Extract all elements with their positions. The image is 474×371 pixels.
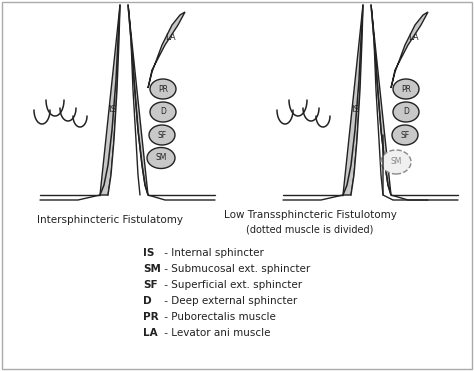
Polygon shape	[100, 5, 120, 195]
Text: PR: PR	[143, 312, 159, 322]
Text: LA: LA	[164, 33, 175, 43]
Polygon shape	[108, 5, 140, 195]
Text: Low Transsphincteric Fistulotomy: Low Transsphincteric Fistulotomy	[224, 210, 396, 220]
Text: - Deep external sphincter: - Deep external sphincter	[161, 296, 297, 306]
Text: LA: LA	[143, 328, 158, 338]
Ellipse shape	[392, 125, 418, 145]
Text: LA: LA	[408, 33, 419, 43]
Polygon shape	[128, 5, 148, 195]
Ellipse shape	[393, 102, 419, 122]
Ellipse shape	[150, 102, 176, 122]
Text: - Puborectalis muscle: - Puborectalis muscle	[161, 312, 276, 322]
Text: SF: SF	[143, 280, 158, 290]
Text: SM: SM	[390, 158, 401, 167]
Text: - Submucosal ext. sphincter: - Submucosal ext. sphincter	[161, 264, 310, 274]
Text: IS: IS	[108, 105, 116, 115]
Text: Intersphincteric Fistulatomy: Intersphincteric Fistulatomy	[37, 215, 183, 225]
Text: PR: PR	[158, 85, 168, 93]
Polygon shape	[371, 5, 391, 195]
Text: PR: PR	[401, 85, 411, 93]
Ellipse shape	[393, 79, 419, 99]
Text: D: D	[160, 108, 166, 116]
Ellipse shape	[147, 148, 175, 168]
Text: D: D	[403, 108, 409, 116]
Text: D: D	[143, 296, 152, 306]
Polygon shape	[351, 5, 383, 195]
Text: SM: SM	[155, 154, 167, 162]
Text: SM: SM	[143, 264, 161, 274]
Text: SF: SF	[401, 131, 410, 139]
Ellipse shape	[150, 79, 176, 99]
Text: - Levator ani muscle: - Levator ani muscle	[161, 328, 271, 338]
Polygon shape	[391, 12, 428, 88]
Text: - Internal sphincter: - Internal sphincter	[161, 248, 264, 258]
Polygon shape	[343, 5, 363, 195]
Polygon shape	[148, 12, 185, 88]
Text: IS: IS	[351, 105, 359, 115]
Text: - Superficial ext. sphincter: - Superficial ext. sphincter	[161, 280, 302, 290]
Ellipse shape	[149, 125, 175, 145]
Text: IS: IS	[143, 248, 155, 258]
Text: SF: SF	[157, 131, 166, 139]
Text: (dotted muscle is divided): (dotted muscle is divided)	[246, 224, 374, 234]
Ellipse shape	[381, 150, 411, 174]
